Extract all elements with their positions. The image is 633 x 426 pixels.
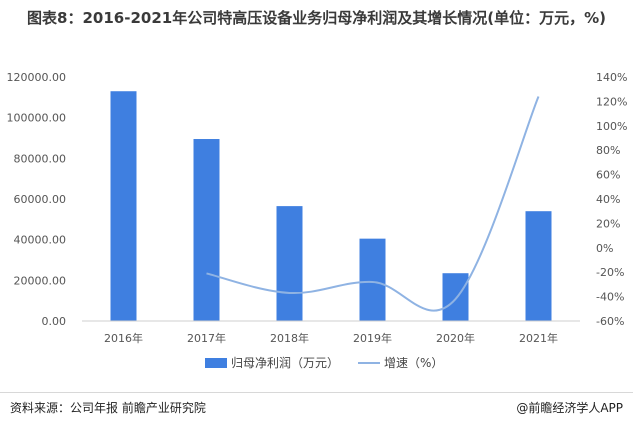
bar <box>193 139 220 321</box>
left-tick-label: 0.00 <box>42 315 67 328</box>
right-tick-label: 80% <box>596 144 620 157</box>
bar <box>276 206 303 321</box>
right-tick-label: -40% <box>596 291 624 304</box>
right-tick-label: 100% <box>596 120 627 133</box>
bar <box>359 238 386 321</box>
source-note: 资料来源：公司年报 前瞻产业研究院 <box>10 401 206 415</box>
publisher-credit: @前瞻经济学人APP <box>516 401 623 415</box>
x-tick-label: 2020年 <box>436 331 475 345</box>
right-tick-label: 140% <box>596 71 627 84</box>
left-tick-label: 60000.00 <box>14 193 67 206</box>
right-tick-label: 0% <box>596 242 613 255</box>
footer-divider <box>0 392 633 393</box>
x-tick-label: 2016年 <box>104 331 143 345</box>
legend: 归母净利润（万元） 增速（%） <box>205 356 443 370</box>
right-tick-label: -20% <box>596 266 624 279</box>
x-tick-label: 2021年 <box>519 331 558 345</box>
legend-bar-label: 归母净利润（万元） <box>231 356 339 370</box>
left-tick-label: 20000.00 <box>14 274 67 287</box>
right-tick-label: 60% <box>596 169 620 182</box>
bar-series <box>110 91 552 321</box>
left-tick-label: 80000.00 <box>14 152 67 165</box>
legend-bar-swatch <box>205 358 227 368</box>
left-axis-ticks: 0.00 20000.00 40000.00 60000.00 80000.00 1000… <box>7 71 67 328</box>
x-tick-label: 2019年 <box>353 331 392 345</box>
bar <box>525 211 552 321</box>
left-tick-label: 120000.00 <box>7 71 67 84</box>
chart-title: 图表8：2016-2021年公司特高压设备业务归母净利润及其增长情况(单位：万元… <box>27 9 606 27</box>
right-tick-label: 120% <box>596 95 627 108</box>
left-tick-label: 40000.00 <box>14 234 67 247</box>
right-tick-label: 40% <box>596 193 620 206</box>
right-tick-label: 20% <box>596 217 620 230</box>
bar <box>110 91 137 321</box>
legend-line-label: 增速（%） <box>384 356 443 370</box>
bar <box>442 273 469 321</box>
right-tick-label: -60% <box>596 315 624 328</box>
left-tick-label: 100000.00 <box>7 112 67 125</box>
growth-line <box>206 96 540 312</box>
x-tick-label: 2018年 <box>270 331 309 345</box>
x-tick-label: 2017年 <box>187 331 226 345</box>
x-axis-labels: 2016年 2017年 2018年 2019年 2020年 2021年 <box>104 331 558 345</box>
growth-line-series <box>206 96 540 312</box>
right-axis-ticks: -60% -40% -20% 0% 20% 40% 60% 80% 100% 120% 140% <box>596 71 627 328</box>
